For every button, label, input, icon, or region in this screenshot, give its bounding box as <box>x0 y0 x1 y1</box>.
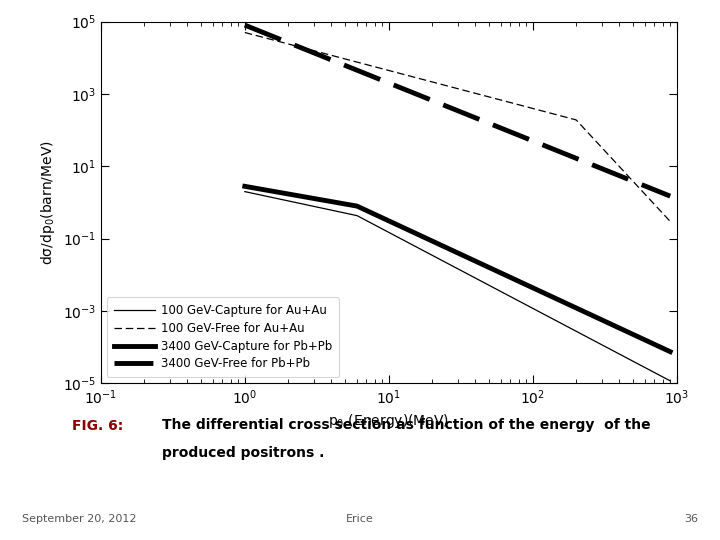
Legend: 100 GeV-Capture for Au+Au, 100 GeV-Free for Au+Au, 3400 GeV-Capture for Pb+Pb, 3: 100 GeV-Capture for Au+Au, 100 GeV-Free … <box>107 297 339 377</box>
3400 GeV-Free for Pb+Pb <box>491 123 500 129</box>
3400 GeV-Capture for Pb+Pb <box>666 348 675 355</box>
3400 GeV-Free for Pb+Pb <box>316 52 325 59</box>
3400 GeV-Capture for Pb+Pb <box>525 283 534 289</box>
Text: The differential cross section as function of the energy  of the: The differential cross section as functi… <box>162 418 651 433</box>
Text: FIG. 6:: FIG. 6: <box>72 418 123 433</box>
3400 GeV-Free for Pb+Pb <box>561 151 570 157</box>
3400 GeV-Capture for Pb+Pb <box>316 197 325 203</box>
100 GeV-Capture for Au+Au <box>350 212 359 218</box>
100 GeV-Free for Au+Au <box>561 114 570 120</box>
100 GeV-Free for Au+Au <box>350 58 359 65</box>
3400 GeV-Capture for Pb+Pb <box>433 240 441 247</box>
100 GeV-Capture for Au+Au <box>316 205 325 211</box>
Text: Erice: Erice <box>346 514 374 524</box>
3400 GeV-Free for Pb+Pb <box>666 193 675 199</box>
Line: 3400 GeV-Free for Pb+Pb: 3400 GeV-Free for Pb+Pb <box>245 25 670 196</box>
3400 GeV-Free for Pb+Pb <box>350 66 359 72</box>
3400 GeV-Capture for Pb+Pb <box>491 267 500 274</box>
3400 GeV-Capture for Pb+Pb <box>240 183 249 190</box>
100 GeV-Capture for Au+Au <box>433 255 441 261</box>
100 GeV-Capture for Au+Au <box>525 303 534 309</box>
3400 GeV-Capture for Pb+Pb <box>561 300 570 306</box>
Text: 36: 36 <box>685 514 698 524</box>
100 GeV-Free for Au+Au <box>316 49 325 56</box>
Y-axis label: dσ/dp$_0$(barn/MeV): dσ/dp$_0$(barn/MeV) <box>39 140 57 265</box>
Text: September 20, 2012: September 20, 2012 <box>22 514 136 524</box>
100 GeV-Free for Au+Au <box>491 96 500 102</box>
3400 GeV-Capture for Pb+Pb <box>350 202 359 209</box>
100 GeV-Free for Au+Au <box>240 29 249 36</box>
100 GeV-Free for Au+Au <box>525 104 534 111</box>
Line: 100 GeV-Free for Au+Au: 100 GeV-Free for Au+Au <box>245 32 670 221</box>
3400 GeV-Free for Pb+Pb <box>240 22 249 28</box>
3400 GeV-Free for Pb+Pb <box>433 99 441 106</box>
100 GeV-Free for Au+Au <box>433 80 441 86</box>
100 GeV-Capture for Au+Au <box>561 322 570 329</box>
100 GeV-Capture for Au+Au <box>666 377 675 384</box>
100 GeV-Capture for Au+Au <box>491 286 500 292</box>
X-axis label: p$_0$ (Energy)(MeV): p$_0$ (Energy)(MeV) <box>328 413 449 430</box>
Line: 3400 GeV-Capture for Pb+Pb: 3400 GeV-Capture for Pb+Pb <box>245 186 670 352</box>
100 GeV-Free for Au+Au <box>666 218 675 225</box>
Line: 100 GeV-Capture for Au+Au: 100 GeV-Capture for Au+Au <box>245 192 670 381</box>
Text: produced positrons .: produced positrons . <box>162 446 325 460</box>
3400 GeV-Free for Pb+Pb <box>525 136 534 143</box>
100 GeV-Capture for Au+Au <box>240 188 249 195</box>
